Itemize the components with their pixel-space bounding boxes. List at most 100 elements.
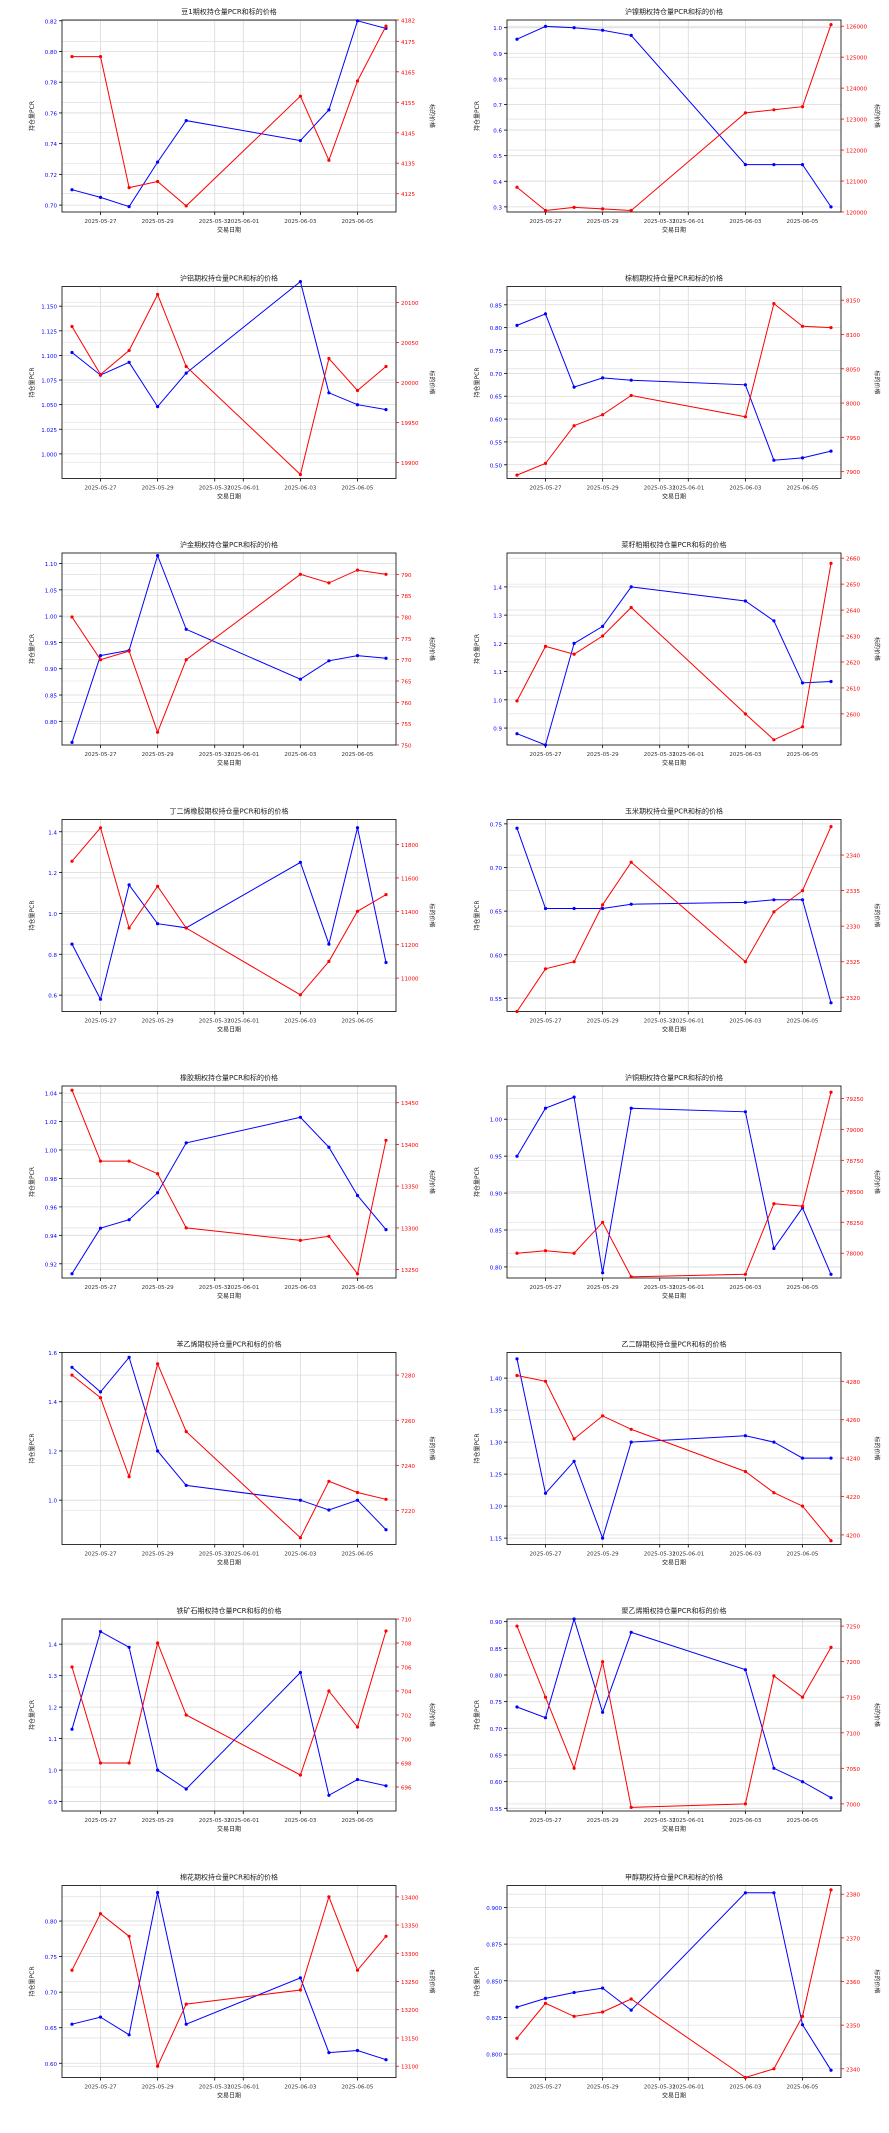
chart-panel: 0.55 0.60 0.65 0.70 0.75 2320 2325 2330 2335 2340…	[473, 807, 881, 1034]
pcr-point	[156, 160, 160, 164]
y2-tick-label: 4220	[846, 1495, 860, 1501]
pcr-point	[772, 163, 776, 167]
price-point	[184, 2002, 188, 2006]
price-point	[70, 1088, 74, 1092]
y-tick-label: 0.85	[45, 694, 58, 700]
price-point	[298, 572, 302, 576]
pcr-point	[127, 2033, 131, 2037]
x-tick-label: 2025-06-03	[284, 1552, 316, 1558]
x-axis-label: 交易日期	[217, 2092, 241, 2100]
pcr-point	[355, 19, 360, 23]
y2-tick-label: 20100	[401, 301, 419, 307]
y2-tick-label: 20050	[401, 341, 419, 347]
pcr-point	[772, 1891, 776, 1895]
price-point	[743, 1802, 747, 1806]
pcr-point	[772, 1246, 776, 1251]
pcr-point	[298, 1976, 302, 1980]
price-point	[156, 1641, 160, 1645]
plot-frame	[61, 552, 397, 746]
price-point	[572, 1766, 576, 1770]
y-tick-label: 0.55	[490, 997, 503, 1003]
pcr-point	[829, 1796, 833, 1800]
pcr-point	[543, 1996, 548, 2000]
price-point	[543, 1249, 548, 1253]
y2-axis-label: 标的价格	[428, 1436, 436, 1460]
price-series-line	[71, 1630, 387, 1776]
pcr-point	[355, 403, 360, 407]
y2-tick-label: 8100	[846, 333, 860, 339]
x-tick-label: 2025-06-03	[284, 2085, 316, 2091]
price-point	[800, 1695, 805, 1699]
x-tick-label: 2025-05-31	[199, 219, 231, 225]
pcr-point	[772, 619, 776, 623]
y2-tick-label: 78750	[846, 1159, 864, 1165]
y-tick-label: 0.875	[486, 1943, 502, 1949]
pcr-point	[601, 1986, 605, 1990]
chart-title: 沪铝期权持仓量PCR和标的价格	[180, 274, 278, 283]
pcr-point	[743, 1110, 747, 1114]
pcr-point	[629, 2008, 633, 2012]
pcr-point	[629, 1630, 633, 1634]
chart-panel: 0.70 0.72 0.74 0.76 0.78 0.80 0.82 4125 4135 4145…	[28, 7, 436, 234]
x-tick-label: 2025-05-29	[587, 219, 619, 225]
pcr-point	[743, 163, 747, 167]
pcr-series-line	[516, 586, 832, 746]
price-point	[127, 186, 131, 190]
price-point	[127, 348, 131, 353]
price-point	[572, 1251, 576, 1255]
pcr-point	[743, 1891, 747, 1895]
price-point	[629, 1805, 633, 1809]
x-tick-label: 2025-06-05	[341, 219, 373, 225]
y2-tick-label: 8150	[846, 299, 860, 305]
y2-tick-label: 13150	[401, 2036, 419, 2042]
price-point	[98, 1396, 103, 1400]
chart-title: 玉米期权持仓量PCR和标的价格	[625, 807, 723, 816]
price-point	[543, 967, 548, 971]
y-axis-label: 持仓量PCR	[28, 634, 36, 664]
y2-tick-label: 760	[401, 701, 412, 707]
x-axis-label: 交易日期	[217, 1825, 241, 1833]
price-point	[127, 1159, 131, 1163]
x-tick-label: 2025-06-01	[227, 1019, 259, 1025]
y-tick-label: 0.90	[490, 1192, 503, 1198]
price-point	[772, 738, 776, 742]
pcr-point	[98, 1390, 103, 1394]
pcr-point	[601, 1710, 605, 1714]
y-tick-label: 1.30	[490, 1441, 503, 1447]
pcr-point	[601, 1536, 605, 1540]
pcr-point	[327, 2051, 331, 2055]
y-tick-label: 0.95	[45, 641, 58, 647]
pcr-point	[543, 1106, 548, 1110]
y-tick-label: 0.75	[490, 1700, 503, 1706]
y2-axis-label: 标的价格	[873, 903, 881, 927]
pcr-point	[800, 456, 805, 460]
pcr-point	[772, 1440, 776, 1444]
y-tick-label: 1.15	[490, 1537, 503, 1543]
y-tick-label: 0.6	[493, 129, 502, 135]
x-tick-label: 2025-06-01	[227, 2085, 259, 2091]
x-tick-label: 2025-06-05	[786, 752, 818, 758]
x-tick-label: 2025-05-27	[85, 1285, 117, 1291]
y2-tick-label: 13350	[401, 1924, 419, 1930]
x-tick-label: 2025-05-31	[199, 1552, 231, 1558]
y2-axis-label: 标的价格	[873, 1436, 881, 1460]
x-tick-label: 2025-05-31	[199, 1818, 231, 1824]
pcr-series-line	[71, 1356, 387, 1531]
price-point	[743, 415, 747, 419]
pcr-point	[98, 997, 103, 1001]
y-axis-label: 持仓量PCR	[28, 1700, 36, 1730]
price-point	[601, 1660, 605, 1664]
x-tick-label: 2025-05-29	[587, 1818, 619, 1824]
price-point	[515, 1373, 519, 1378]
y2-tick-label: 13250	[401, 1980, 419, 1986]
x-tick-label: 2025-05-29	[587, 1285, 619, 1291]
x-tick-label: 2025-06-05	[341, 1019, 373, 1025]
y2-tick-label: 4165	[401, 70, 415, 76]
x-tick-label: 2025-06-01	[227, 1552, 259, 1558]
y2-tick-label: 4200	[846, 1533, 860, 1539]
y-tick-label: 1.1	[48, 1737, 57, 1743]
y-tick-label: 1.075	[41, 379, 57, 385]
price-point	[515, 1009, 519, 1014]
x-tick-label: 2025-06-03	[729, 752, 761, 758]
y2-tick-label: 700	[401, 1738, 412, 1744]
